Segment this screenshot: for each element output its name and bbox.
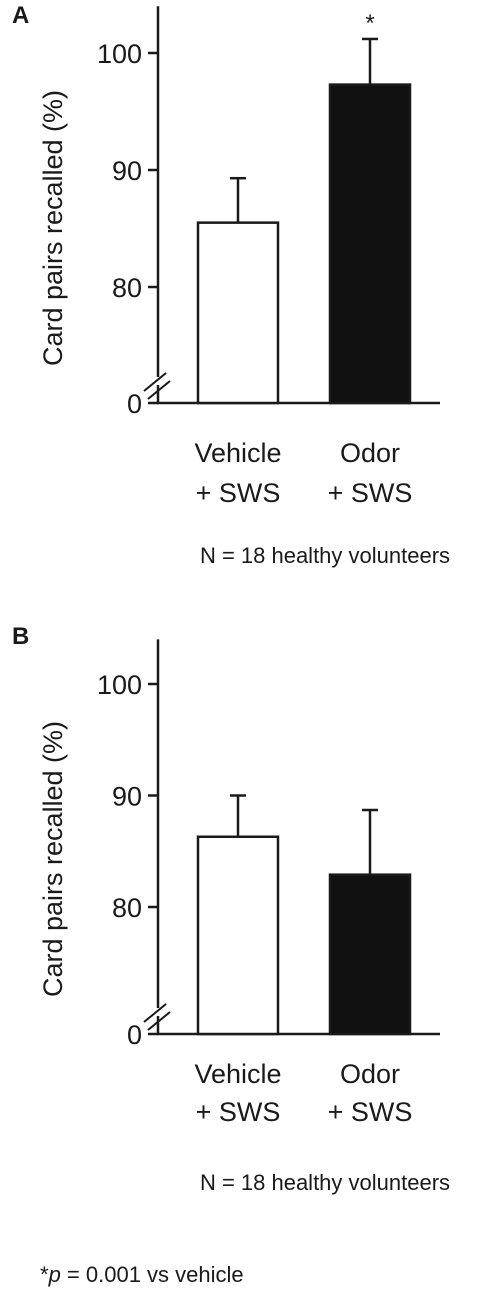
significance-marker: *	[365, 10, 374, 37]
y-axis-label: Card pairs recalled (%)	[38, 90, 68, 366]
footnote-text: = 0.001 vs vehicle	[60, 1262, 244, 1287]
y-tick-label: 80	[112, 893, 142, 923]
axis-break-mark	[143, 372, 167, 392]
sample-size-note: N = 18 healthy volunteers	[200, 543, 450, 568]
footnote-star: *	[40, 1262, 49, 1287]
y-tick-label: 100	[97, 670, 142, 700]
y-axis-label: Card pairs recalled (%)	[38, 721, 68, 997]
y-tick-label: 90	[112, 156, 142, 186]
chart-panel-b: B 0 80 90 100 Card pairs recalled (%) Vehicle +…	[12, 623, 450, 1195]
bar	[196, 221, 280, 405]
panel-letter: B	[12, 623, 29, 650]
y-tick-label: 90	[112, 782, 142, 812]
bar	[328, 83, 412, 405]
chart-panel-a: A 0 80 90 100 Card pairs recalled (%) Vehicle +…	[12, 2, 450, 568]
footnote: *p = 0.001 vs vehicle	[40, 1262, 244, 1288]
x-tick-label: Odor	[340, 438, 400, 468]
y-tick-label: 0	[127, 389, 142, 419]
bar	[196, 835, 280, 1036]
x-tick-label: + SWS	[328, 1097, 413, 1127]
axis-break-mark	[147, 380, 171, 400]
sample-size-note: N = 18 healthy volunteers	[200, 1170, 450, 1195]
x-tick-label: + SWS	[196, 478, 281, 508]
y-tick-label: 100	[97, 39, 142, 69]
axis-break-mark	[147, 1011, 171, 1031]
x-tick-label: Odor	[340, 1059, 400, 1089]
x-tick-label: Vehicle	[194, 1059, 281, 1089]
footnote-p: p	[48, 1262, 61, 1287]
y-tick-label: 80	[112, 273, 142, 303]
axis-break-mark	[143, 1003, 167, 1023]
panel-letter: A	[12, 2, 29, 29]
bar	[328, 873, 412, 1036]
figure-svg: A 0 80 90 100 Card pairs recalled (%) Vehicle +…	[12, 2, 450, 1195]
x-tick-label: Vehicle	[194, 438, 281, 468]
x-tick-label: + SWS	[196, 1097, 281, 1127]
x-tick-label: + SWS	[328, 478, 413, 508]
y-tick-label: 0	[127, 1020, 142, 1050]
